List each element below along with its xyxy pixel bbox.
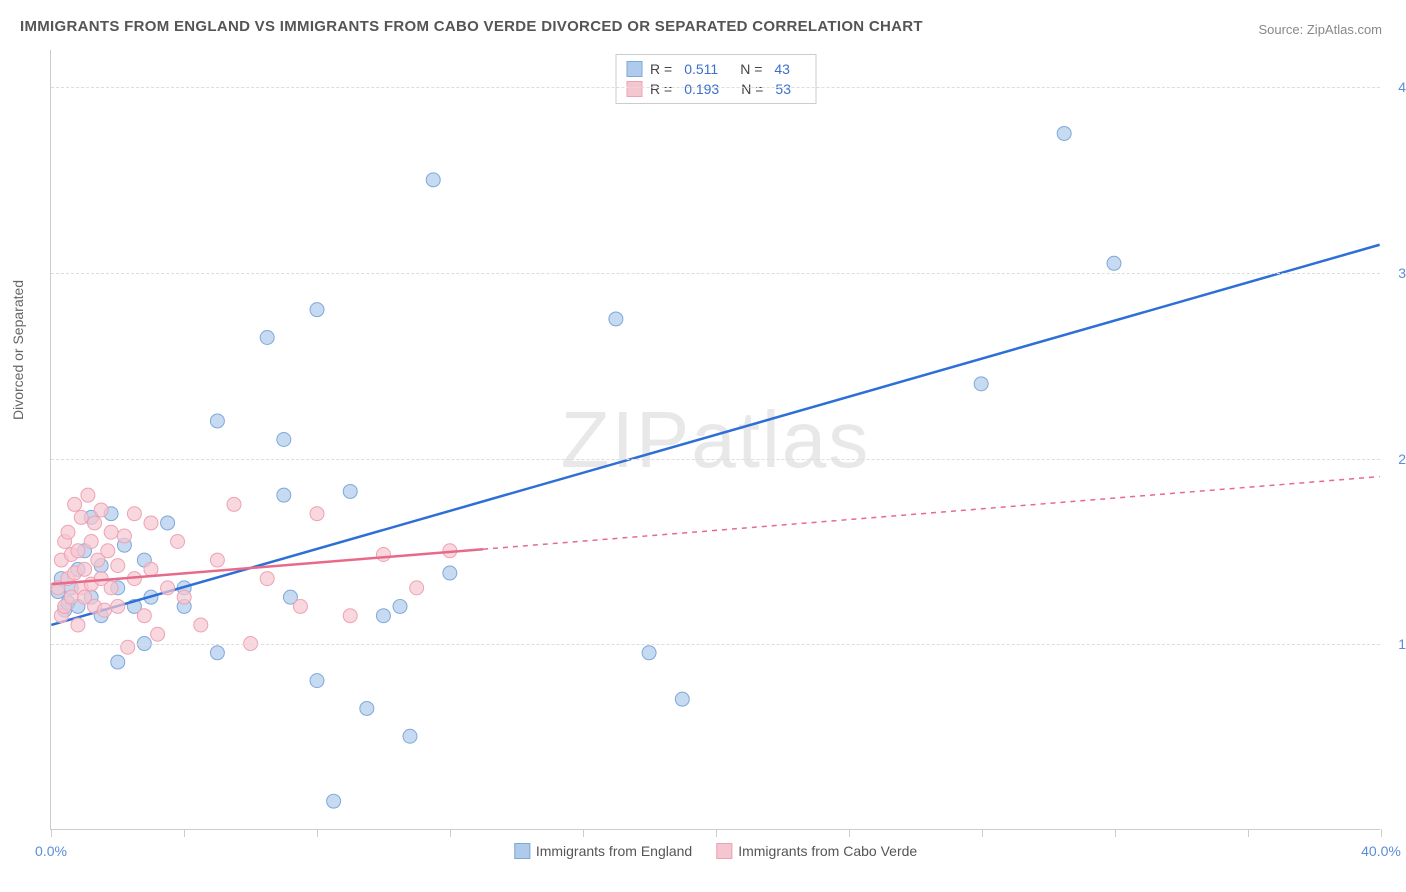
data-point <box>443 566 457 580</box>
data-point <box>121 640 135 654</box>
data-point <box>171 535 185 549</box>
chart-svg <box>51 50 1380 829</box>
data-point <box>111 599 125 613</box>
legend-bottom-item: Immigrants from Cabo Verde <box>716 843 917 859</box>
data-point <box>609 312 623 326</box>
data-point <box>81 488 95 502</box>
gridline-h <box>51 273 1380 274</box>
data-point <box>675 692 689 706</box>
data-point <box>227 497 241 511</box>
data-point <box>293 599 307 613</box>
data-point <box>111 559 125 573</box>
legend-swatch <box>716 843 732 859</box>
data-point <box>97 603 111 617</box>
data-point <box>410 581 424 595</box>
data-point <box>194 618 208 632</box>
data-point <box>310 507 324 521</box>
data-point <box>61 525 75 539</box>
data-point <box>84 535 98 549</box>
data-point <box>343 609 357 623</box>
data-point <box>117 529 131 543</box>
y-axis-label: Divorced or Separated <box>10 280 26 420</box>
data-point <box>210 414 224 428</box>
data-point <box>642 646 656 660</box>
data-point <box>151 627 165 641</box>
x-tick <box>583 829 584 837</box>
data-point <box>277 433 291 447</box>
data-point <box>210 646 224 660</box>
x-tick <box>1381 829 1382 837</box>
gridline-h <box>51 644 1380 645</box>
x-tick <box>716 829 717 837</box>
x-tick <box>849 829 850 837</box>
trend-line-extension <box>483 477 1380 550</box>
x-tick <box>1248 829 1249 837</box>
x-tick <box>51 829 52 837</box>
data-point <box>144 516 158 530</box>
data-point <box>277 488 291 502</box>
data-point <box>1057 126 1071 140</box>
data-point <box>260 330 274 344</box>
data-point <box>310 674 324 688</box>
plot-area: ZIPatlas R = 0.511 N = 43 R = 0.193 N = … <box>50 50 1380 830</box>
x-tick <box>317 829 318 837</box>
source-label: Source: ZipAtlas.com <box>1258 22 1382 37</box>
data-point <box>88 516 102 530</box>
x-tick <box>982 829 983 837</box>
gridline-h <box>51 459 1380 460</box>
y-tick-label: 10.0% <box>1398 636 1406 652</box>
data-point <box>78 562 92 576</box>
legend-bottom-item: Immigrants from England <box>514 843 692 859</box>
legend-series-label: Immigrants from England <box>536 843 692 859</box>
data-point <box>71 618 85 632</box>
data-point <box>1107 256 1121 270</box>
data-point <box>74 510 88 524</box>
data-point <box>104 525 118 539</box>
gridline-h <box>51 87 1380 88</box>
data-point <box>343 484 357 498</box>
data-point <box>94 503 108 517</box>
y-tick-label: 40.0% <box>1398 79 1406 95</box>
data-point <box>376 548 390 562</box>
x-tick-label: 0.0% <box>35 843 67 859</box>
data-point <box>260 572 274 586</box>
data-point <box>376 609 390 623</box>
data-point <box>161 581 175 595</box>
data-point <box>71 544 85 558</box>
y-tick-label: 30.0% <box>1398 265 1406 281</box>
y-tick-label: 20.0% <box>1398 451 1406 467</box>
data-point <box>127 507 141 521</box>
data-point <box>137 609 151 623</box>
x-tick-label: 40.0% <box>1361 843 1401 859</box>
x-tick <box>184 829 185 837</box>
chart-title: IMMIGRANTS FROM ENGLAND VS IMMIGRANTS FR… <box>20 18 923 35</box>
data-point <box>68 497 82 511</box>
data-point <box>403 729 417 743</box>
data-point <box>360 701 374 715</box>
data-point <box>974 377 988 391</box>
x-tick <box>1115 829 1116 837</box>
data-point <box>310 303 324 317</box>
data-point <box>177 590 191 604</box>
legend-bottom: Immigrants from England Immigrants from … <box>514 843 917 859</box>
data-point <box>327 794 341 808</box>
x-tick <box>450 829 451 837</box>
data-point <box>111 655 125 669</box>
data-point <box>104 581 118 595</box>
data-point <box>161 516 175 530</box>
legend-series-label: Immigrants from Cabo Verde <box>738 843 917 859</box>
data-point <box>426 173 440 187</box>
data-point <box>393 599 407 613</box>
data-point <box>210 553 224 567</box>
data-point <box>144 562 158 576</box>
legend-swatch <box>514 843 530 859</box>
data-point <box>101 544 115 558</box>
